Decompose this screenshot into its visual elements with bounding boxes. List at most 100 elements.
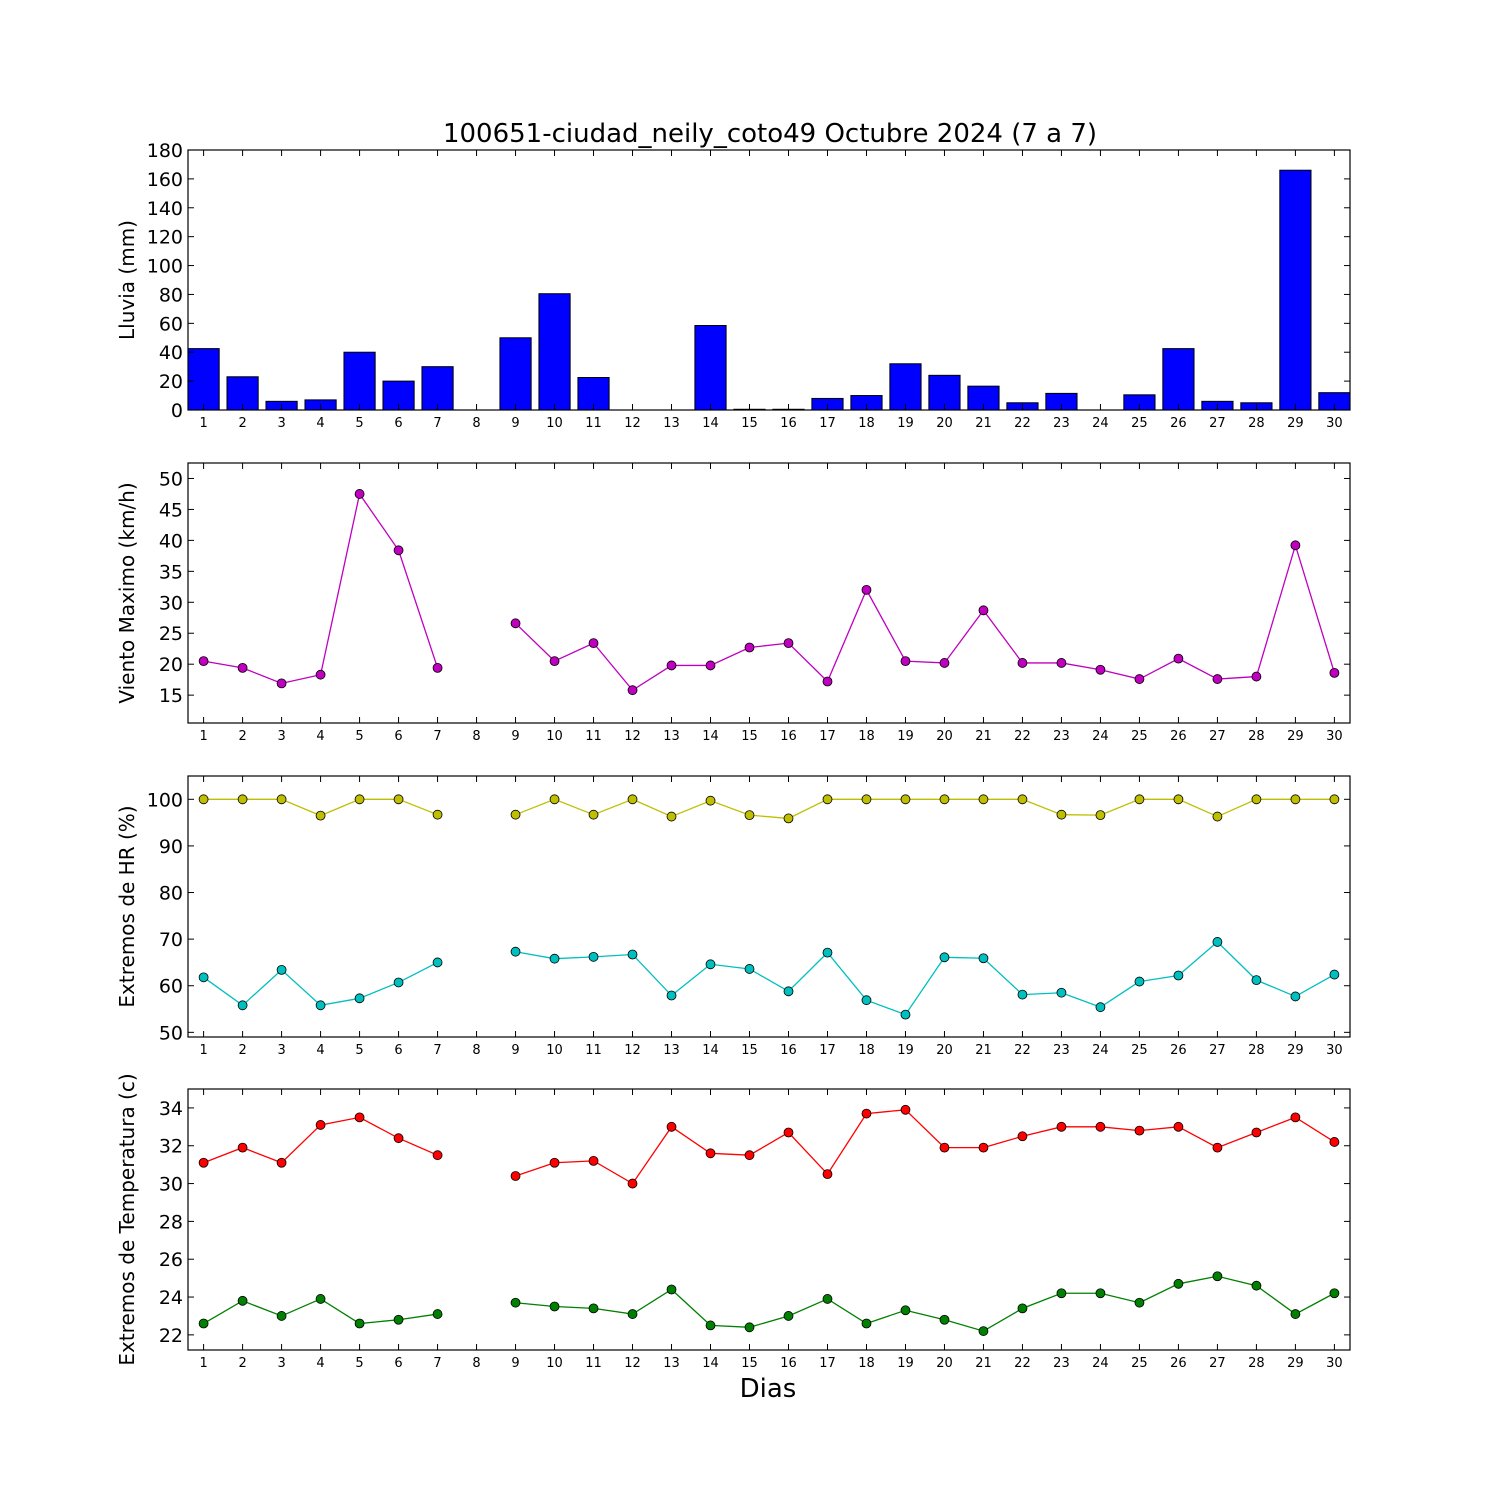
series-1-point-day-5 xyxy=(354,489,365,499)
series-1-line-segment-2 xyxy=(515,1109,1335,1185)
series-1-point-day-13 xyxy=(666,811,677,822)
series-1-point-day-30 xyxy=(1329,794,1340,805)
x-tick-label: 16 xyxy=(780,1043,797,1058)
series-2-point-day-16 xyxy=(783,986,794,997)
series-1-point-day-19 xyxy=(900,656,911,666)
x-tick-label: 4 xyxy=(316,416,324,431)
series-1-point-day-3 xyxy=(276,1157,287,1168)
series-1-point-day-20 xyxy=(939,658,950,668)
series-2-point-day-11 xyxy=(588,1303,599,1314)
x-tick-label: 6 xyxy=(394,729,402,744)
x-tick-label: 24 xyxy=(1092,729,1109,744)
x-tick-label: 9 xyxy=(511,729,519,744)
panel-frame xyxy=(187,462,1351,724)
series-1-point-day-7 xyxy=(432,809,443,820)
y-axis-label: Lluvia (mm) xyxy=(115,220,139,340)
series-1-point-day-23 xyxy=(1056,658,1067,668)
y-tick-label: 50 xyxy=(159,468,183,490)
x-tick-label: 26 xyxy=(1170,416,1187,431)
series-2-point-day-7 xyxy=(432,957,443,968)
x-tick-label: 6 xyxy=(394,1043,402,1058)
series-2-point-day-22 xyxy=(1017,1303,1028,1314)
x-tick-label: 10 xyxy=(546,416,563,431)
x-tick-label: 23 xyxy=(1053,729,1070,744)
y-tick-label: 60 xyxy=(159,976,183,998)
series-1-line-segment-2 xyxy=(515,798,1335,820)
bar-day-5 xyxy=(343,351,376,411)
series-2-point-day-15 xyxy=(744,1322,755,1333)
x-tick-label: 2 xyxy=(238,1356,246,1371)
series-1-point-day-26 xyxy=(1173,1121,1184,1132)
x-tick-label: 7 xyxy=(433,416,441,431)
x-tick-label: 1 xyxy=(199,416,207,431)
series-1-point-day-5 xyxy=(354,1112,365,1123)
series-1-point-day-11 xyxy=(588,638,599,649)
series-2-point-day-6 xyxy=(393,1314,404,1325)
x-tick-label: 25 xyxy=(1131,729,1148,744)
x-tick-label: 28 xyxy=(1248,416,1265,431)
series-1-point-day-30 xyxy=(1329,1137,1340,1147)
series-1-point-day-23 xyxy=(1056,809,1067,820)
x-tick-label: 20 xyxy=(936,1356,953,1371)
x-tick-label: 13 xyxy=(663,416,680,431)
x-tick-label: 23 xyxy=(1053,416,1070,431)
series-2-point-day-27 xyxy=(1212,937,1223,947)
series-1-point-day-29 xyxy=(1290,540,1301,551)
x-tick-label: 8 xyxy=(472,729,480,744)
x-tick-label: 2 xyxy=(238,416,246,431)
series-1-point-day-18 xyxy=(861,794,872,805)
series-1-point-day-2 xyxy=(237,794,248,805)
x-tick-label: 25 xyxy=(1131,416,1148,431)
x-tick-label: 7 xyxy=(433,729,441,744)
y-tick-label: 40 xyxy=(159,530,183,552)
series-1-point-day-23 xyxy=(1056,1121,1067,1132)
x-tick-label: 30 xyxy=(1326,416,1343,431)
series-2-point-day-12 xyxy=(627,1309,638,1319)
y-tick-label: 20 xyxy=(159,654,183,676)
series-2-point-day-9 xyxy=(510,1297,521,1308)
x-tick-label: 2 xyxy=(238,729,246,744)
series-1-point-day-25 xyxy=(1134,674,1145,684)
x-tick-label: 30 xyxy=(1326,729,1343,744)
series-1-point-day-18 xyxy=(861,1108,872,1119)
x-tick-label: 22 xyxy=(1014,1356,1031,1371)
bar-day-7 xyxy=(421,366,454,411)
series-1-point-day-16 xyxy=(783,1127,794,1138)
series-2-point-day-26 xyxy=(1173,970,1184,981)
x-tick-label: 3 xyxy=(277,1043,285,1058)
bar-day-10 xyxy=(538,293,571,411)
x-tick-label: 15 xyxy=(741,729,758,744)
series-1-point-day-27 xyxy=(1212,674,1223,684)
series-2-point-day-6 xyxy=(393,977,404,988)
x-tick-label: 27 xyxy=(1209,1043,1226,1058)
series-2-point-day-3 xyxy=(276,964,287,975)
y-tick-label: 90 xyxy=(159,836,183,858)
y-tick-label: 180 xyxy=(147,140,183,162)
x-tick-label: 16 xyxy=(780,729,797,744)
series-1-point-day-3 xyxy=(276,678,287,689)
series-1-point-day-18 xyxy=(861,585,872,595)
series-1-point-day-12 xyxy=(627,685,638,696)
y-tick-label: 20 xyxy=(159,371,183,393)
y-tick-label: 26 xyxy=(159,1249,183,1271)
series-1-point-day-17 xyxy=(822,1169,833,1180)
series-1-point-day-6 xyxy=(393,1133,404,1144)
x-tick-label: 18 xyxy=(858,729,875,744)
x-tick-label: 23 xyxy=(1053,1356,1070,1371)
series-1-point-day-14 xyxy=(705,795,716,806)
y-axis-label: Extremos de HR (%) xyxy=(115,805,139,1007)
x-tick-label: 8 xyxy=(472,1356,480,1371)
series-2-point-day-17 xyxy=(822,947,833,958)
x-tick-label: 21 xyxy=(975,416,992,431)
x-tick-label: 20 xyxy=(936,416,953,431)
series-1-point-day-1 xyxy=(198,656,209,666)
series-1-point-day-13 xyxy=(666,1121,677,1132)
bar-day-29 xyxy=(1279,169,1312,411)
series-1-point-day-12 xyxy=(627,794,638,805)
series-1-point-day-2 xyxy=(237,1142,248,1153)
x-tick-label: 14 xyxy=(702,729,719,744)
series-1-point-day-13 xyxy=(666,660,677,671)
chart-title: 100651-ciudad_neily_coto49 Octubre 2024 … xyxy=(443,119,1097,149)
series-2-point-day-19 xyxy=(900,1305,911,1316)
